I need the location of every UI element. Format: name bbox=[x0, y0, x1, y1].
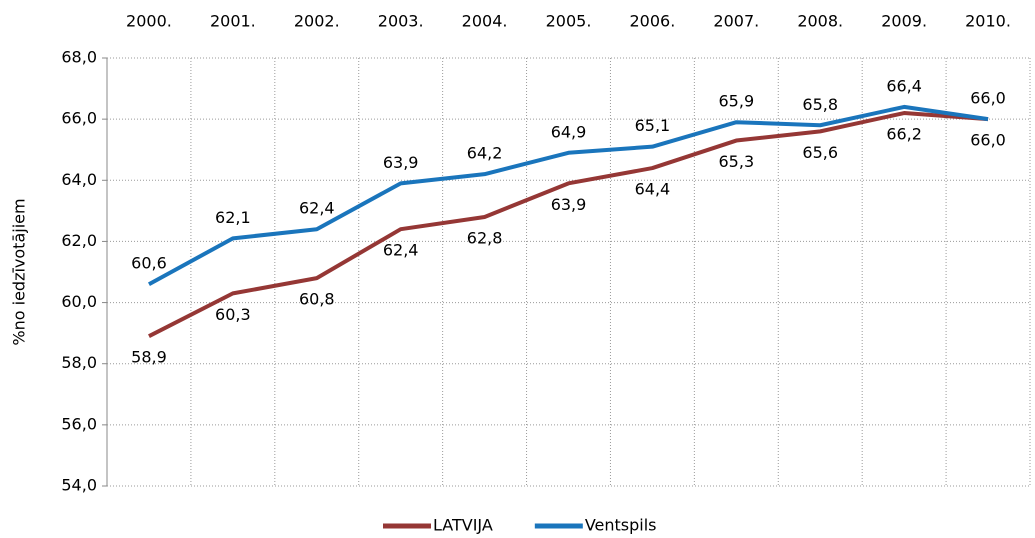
x-tick-label: 2009. bbox=[881, 12, 927, 31]
y-tick-label: 62,0 bbox=[61, 231, 97, 250]
x-tick-label: 2008. bbox=[797, 12, 843, 31]
data-label: 60,6 bbox=[131, 254, 167, 273]
data-label: 62,4 bbox=[383, 241, 419, 260]
y-axis-label: %no iedzīvotājiem bbox=[10, 198, 29, 345]
legend-label: Ventspils bbox=[585, 516, 657, 535]
data-label: 66,4 bbox=[886, 76, 922, 95]
data-label: 64,9 bbox=[551, 122, 587, 141]
data-label: 65,6 bbox=[802, 143, 838, 162]
data-label: 66,0 bbox=[970, 131, 1006, 150]
data-label: 60,3 bbox=[215, 305, 251, 324]
data-label: 58,9 bbox=[131, 348, 167, 367]
data-label: 60,8 bbox=[299, 290, 335, 309]
legend-label: LATVIJA bbox=[433, 516, 493, 535]
y-tick-label: 58,0 bbox=[61, 353, 97, 372]
y-tick-label: 64,0 bbox=[61, 170, 97, 189]
x-tick-label: 2000. bbox=[126, 12, 172, 31]
data-label: 65,9 bbox=[719, 92, 755, 111]
y-tick-label: 60,0 bbox=[61, 292, 97, 311]
x-tick-label: 2006. bbox=[630, 12, 676, 31]
y-tick-label: 56,0 bbox=[61, 414, 97, 433]
data-label: 65,1 bbox=[635, 116, 671, 135]
x-tick-label: 2005. bbox=[546, 12, 592, 31]
data-label: 62,8 bbox=[467, 228, 503, 247]
x-tick-label: 2002. bbox=[294, 12, 340, 31]
data-label: 64,2 bbox=[467, 144, 503, 163]
series-line bbox=[148, 111, 989, 338]
y-tick-label: 66,0 bbox=[61, 109, 97, 128]
x-tick-label: 2004. bbox=[462, 12, 508, 31]
x-tick-label: 2003. bbox=[378, 12, 424, 31]
x-tick-label: 2007. bbox=[713, 12, 759, 31]
data-label: 65,8 bbox=[802, 95, 838, 114]
data-label: 64,4 bbox=[635, 180, 671, 199]
data-label: 62,1 bbox=[215, 208, 251, 227]
x-tick-label: 2010. bbox=[965, 12, 1011, 31]
x-tick-label: 2001. bbox=[210, 12, 256, 31]
y-tick-label: 68,0 bbox=[61, 48, 97, 67]
data-label: 66,0 bbox=[970, 89, 1006, 108]
data-label: 62,4 bbox=[299, 199, 335, 218]
y-tick-label: 54,0 bbox=[61, 476, 97, 495]
data-label: 63,9 bbox=[551, 195, 587, 214]
series-line bbox=[147, 104, 989, 286]
data-label: 66,2 bbox=[886, 125, 922, 144]
data-label: 65,3 bbox=[719, 152, 755, 171]
data-label: 63,9 bbox=[383, 153, 419, 172]
